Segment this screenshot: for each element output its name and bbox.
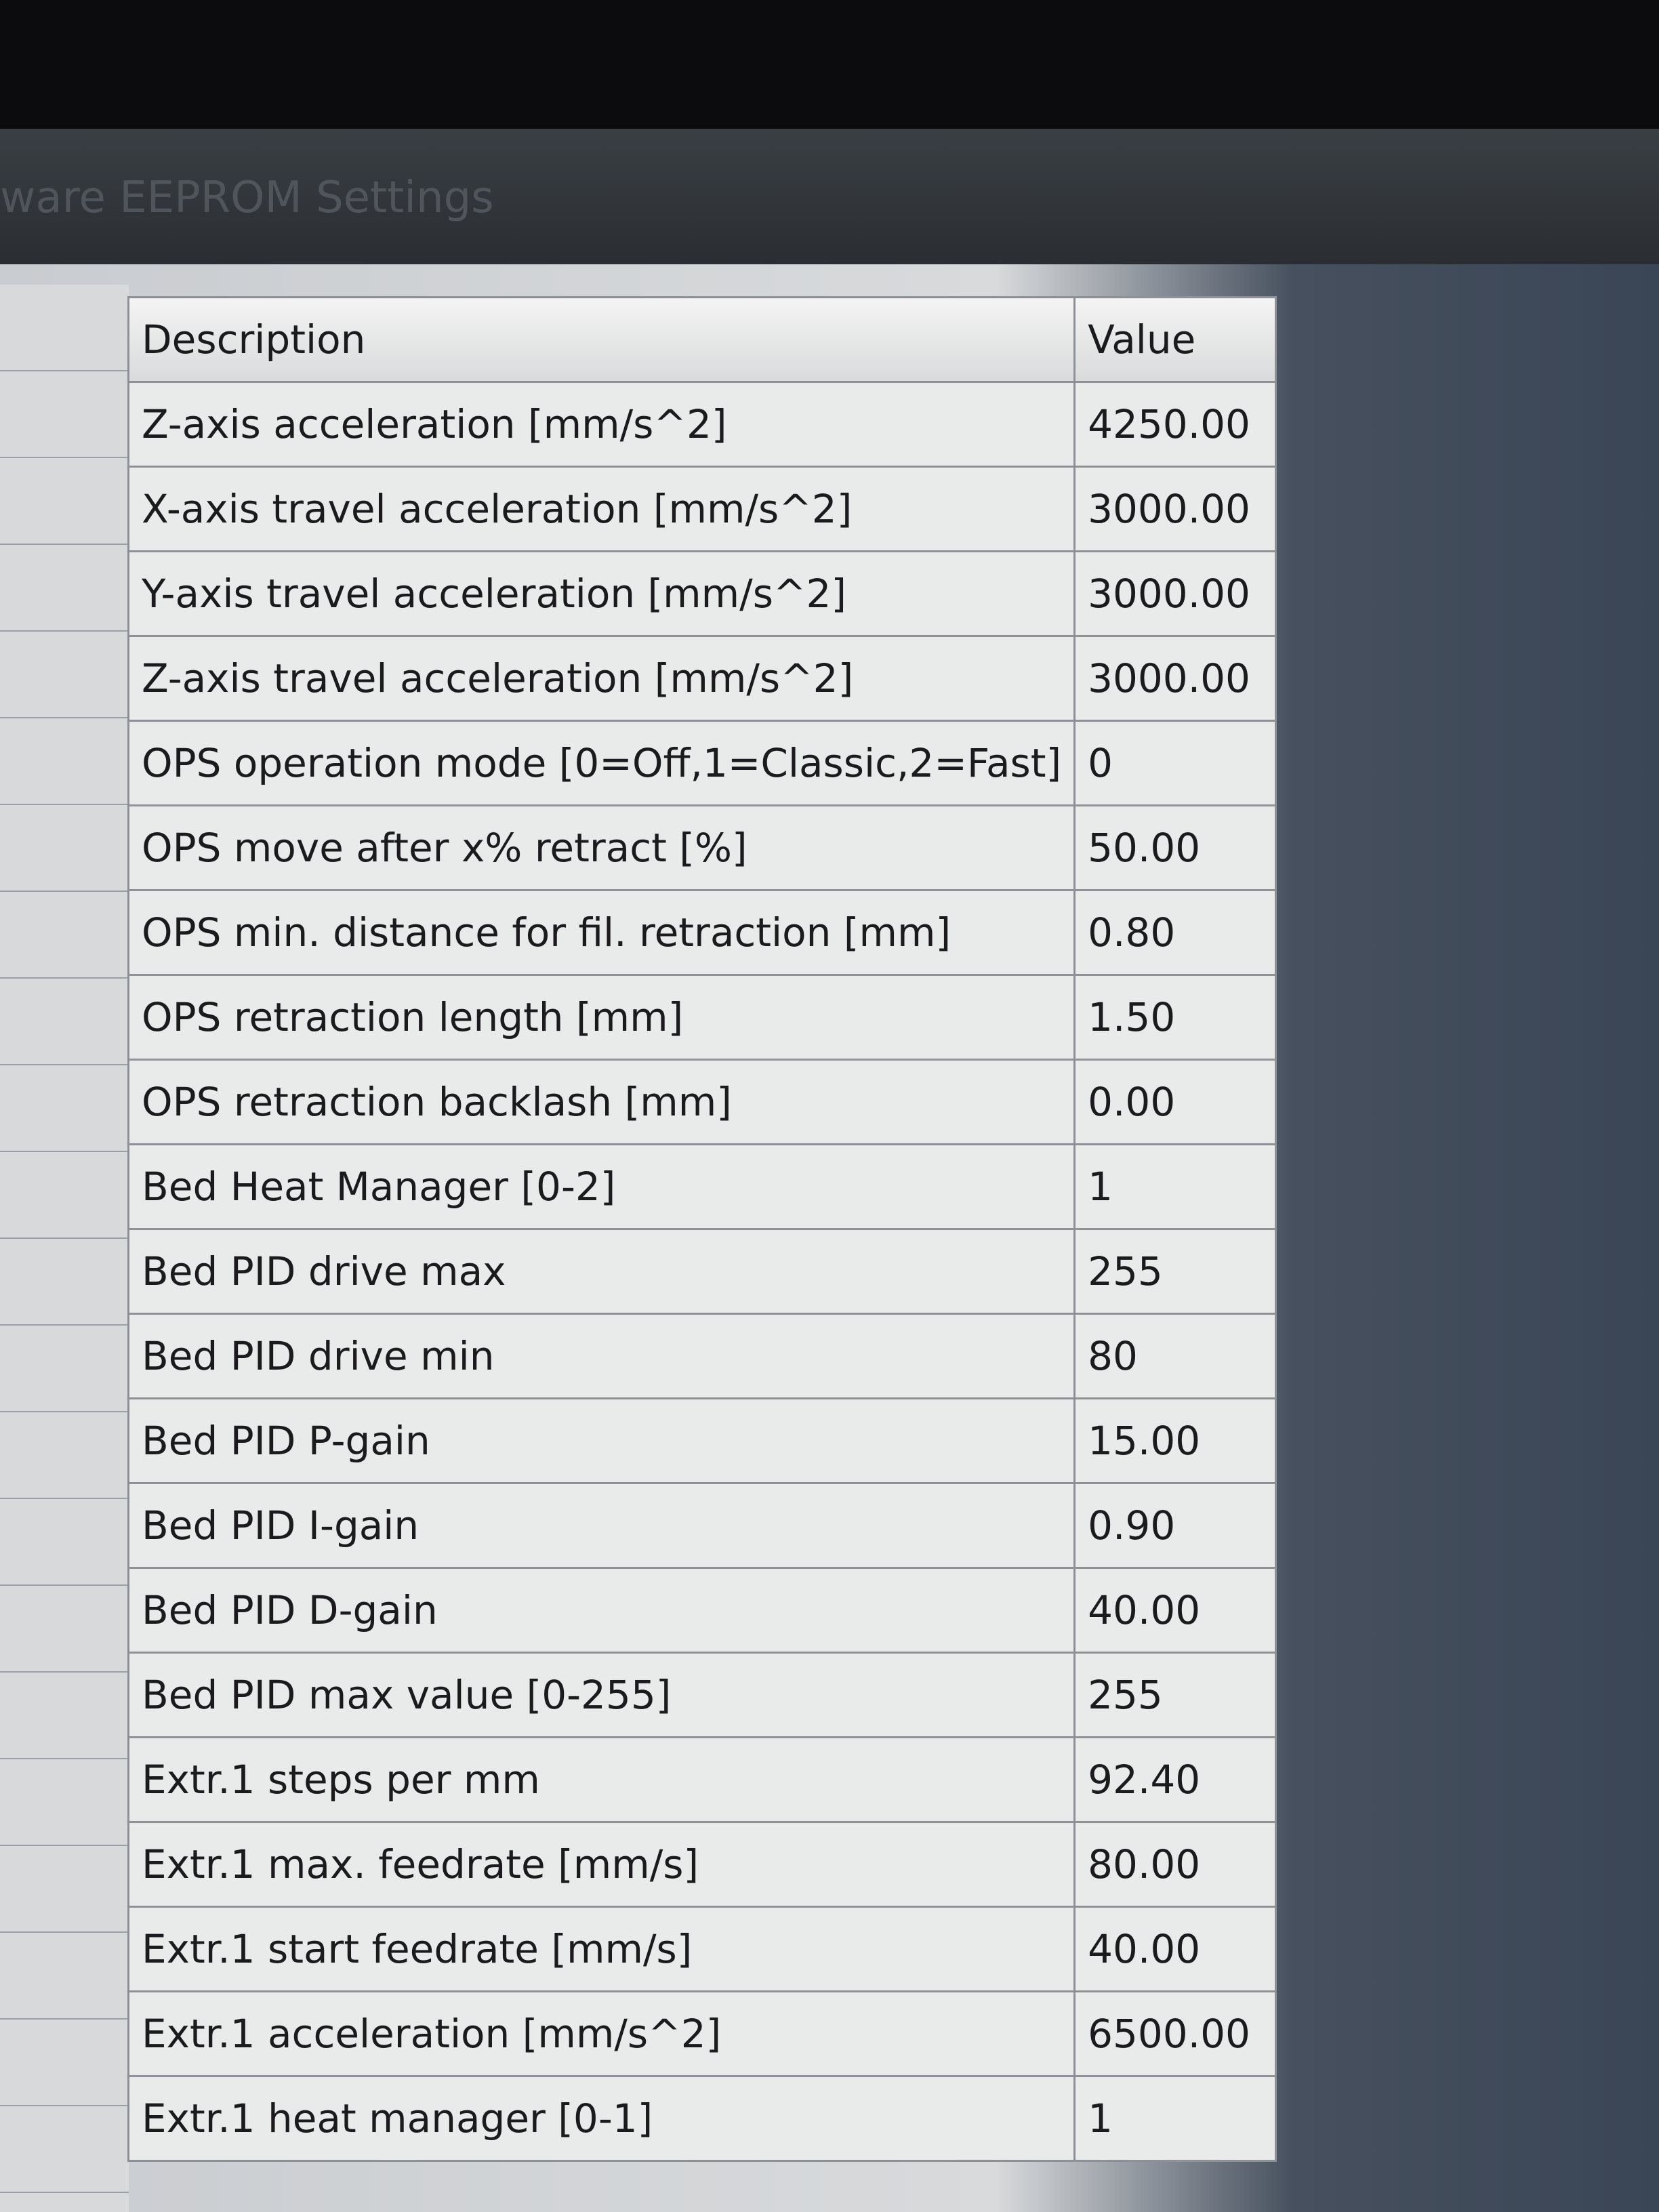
description-cell: Bed PID I-gain [127, 1482, 1076, 1569]
top-bar [0, 0, 1659, 129]
value-cell[interactable]: 40.00 [1073, 1567, 1277, 1654]
table-row[interactable]: Bed PID I-gain 0.90 [127, 1482, 1277, 1569]
description-cell: X-axis travel acceleration [mm/s^2] [127, 466, 1076, 552]
description-cell: Bed PID P-gain [127, 1397, 1076, 1484]
value-cell[interactable]: 0.80 [1073, 889, 1277, 976]
table-row[interactable]: Extr.1 acceleration [mm/s^2] 6500.00 [127, 1990, 1277, 2077]
value-cell[interactable]: 4250.00 [1073, 381, 1277, 468]
table-row[interactable]: OPS min. distance for fil. retraction [m… [127, 889, 1277, 976]
value-cell[interactable]: 255 [1073, 1652, 1277, 1738]
table-row[interactable]: Bed Heat Manager [0-2] 1 [127, 1143, 1277, 1230]
table-row[interactable]: Extr.1 steps per mm 92.40 [127, 1736, 1277, 1823]
left-pane [0, 285, 129, 2212]
description-cell: Bed PID drive min [127, 1313, 1076, 1399]
description-cell: OPS retraction length [mm] [127, 974, 1076, 1061]
table-row[interactable]: Bed PID P-gain 15.00 [127, 1397, 1277, 1484]
value-cell[interactable]: 80 [1073, 1313, 1277, 1399]
description-cell: Bed PID drive max [127, 1228, 1076, 1315]
value-cell[interactable]: 92.40 [1073, 1736, 1277, 1823]
value-cell[interactable]: 0.00 [1073, 1059, 1277, 1145]
description-cell: OPS min. distance for fil. retraction [m… [127, 889, 1076, 976]
value-cell[interactable]: 3000.00 [1073, 635, 1277, 722]
value-cell[interactable]: 1 [1073, 1143, 1277, 1230]
table-row[interactable]: Extr.1 heat manager [0-1] 1 [127, 2075, 1277, 2162]
value-cell[interactable]: 6500.00 [1073, 1990, 1277, 2077]
column-header[interactable]: Value [1073, 296, 1277, 383]
table-row[interactable]: Bed PID D-gain 40.00 [127, 1567, 1277, 1654]
description-cell: OPS retraction backlash [mm] [127, 1059, 1076, 1145]
description-cell: Extr.1 acceleration [mm/s^2] [127, 1990, 1076, 2077]
table-row[interactable]: OPS retraction backlash [mm] 0.00 [127, 1059, 1277, 1145]
description-cell: Extr.1 steps per mm [127, 1736, 1076, 1823]
value-cell[interactable]: 80.00 [1073, 1821, 1277, 1908]
value-cell[interactable]: 1.50 [1073, 974, 1277, 1061]
table-row[interactable]: OPS move after x% retract [%] 50.00 [127, 804, 1277, 891]
description-cell: Y-axis travel acceleration [mm/s^2] [127, 550, 1076, 637]
header-row: Description Value [127, 296, 1277, 383]
table-body: Z-axis acceleration [mm/s^2] 4250.00 X-axi… [127, 381, 1277, 2162]
description-cell: Bed Heat Manager [0-2] [127, 1143, 1076, 1230]
description-cell: Z-axis acceleration [mm/s^2] [127, 381, 1076, 468]
table-row[interactable]: Extr.1 start feedrate [mm/s] 40.00 [127, 1906, 1277, 1992]
table-row[interactable]: Z-axis acceleration [mm/s^2] 4250.00 [127, 381, 1277, 468]
settings-table: Description Value Z-axis acceleration [m… [127, 296, 1277, 2162]
description-cell: OPS move after x% retract [%] [127, 804, 1076, 891]
value-cell[interactable]: 0.90 [1073, 1482, 1277, 1569]
value-cell[interactable]: 3000.00 [1073, 466, 1277, 552]
column-header[interactable]: Description [127, 296, 1076, 383]
description-cell: Extr.1 start feedrate [mm/s] [127, 1906, 1076, 1992]
description-cell: Bed PID max value [0-255] [127, 1652, 1076, 1738]
value-cell[interactable]: 3000.00 [1073, 550, 1277, 637]
table-row[interactable]: Bed PID max value [0-255] 255 [127, 1652, 1277, 1738]
description-cell: Z-axis travel acceleration [mm/s^2] [127, 635, 1076, 722]
table-row[interactable]: Bed PID drive max 255 [127, 1228, 1277, 1315]
description-cell: Bed PID D-gain [127, 1567, 1076, 1654]
value-cell[interactable]: 255 [1073, 1228, 1277, 1315]
table-row[interactable]: Y-axis travel acceleration [mm/s^2] 3000.… [127, 550, 1277, 637]
value-cell[interactable]: 50.00 [1073, 804, 1277, 891]
value-cell[interactable]: 1 [1073, 2075, 1277, 2162]
value-cell[interactable]: 15.00 [1073, 1397, 1277, 1484]
table-row[interactable]: OPS operation mode [0=Off,1=Classic,2=Fa… [127, 720, 1277, 806]
title-bar [0, 129, 1659, 264]
table-row[interactable]: OPS retraction length [mm] 1.50 [127, 974, 1277, 1061]
table-row[interactable]: Z-axis travel acceleration [mm/s^2] 3000.… [127, 635, 1277, 722]
value-cell[interactable]: 40.00 [1073, 1906, 1277, 1992]
description-cell: OPS operation mode [0=Off,1=Classic,2=Fa… [127, 720, 1076, 806]
table-row[interactable]: Extr.1 max. feedrate [mm/s] 80.00 [127, 1821, 1277, 1908]
description-cell: Extr.1 heat manager [0-1] [127, 2075, 1076, 2162]
table-row[interactable]: X-axis travel acceleration [mm/s^2] 3000.… [127, 466, 1277, 552]
value-cell[interactable]: 0 [1073, 720, 1277, 806]
window-title: ware EEPROM Settings [0, 173, 494, 223]
description-cell: Extr.1 max. feedrate [mm/s] [127, 1821, 1076, 1908]
table-row[interactable]: Bed PID drive min 80 [127, 1313, 1277, 1399]
